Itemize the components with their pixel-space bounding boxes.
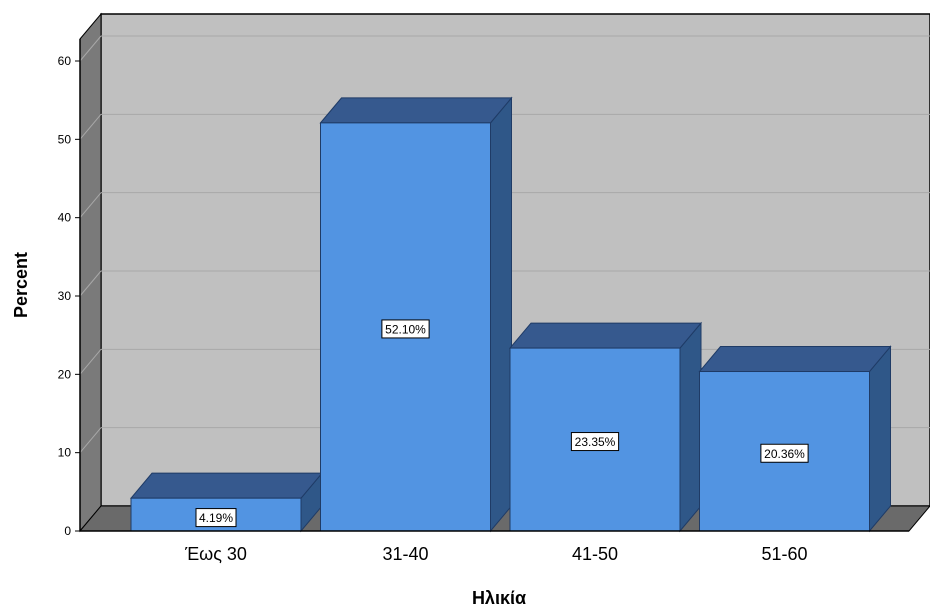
bar: 20.36% [698, 345, 892, 533]
gridline-side [79, 192, 102, 218]
y-tick-label: 20 [58, 367, 72, 381]
x-tick-label: Έως 30 [184, 544, 247, 564]
y-tick-label: 0 [64, 524, 71, 538]
y-tick-label: 50 [58, 132, 72, 146]
y-axis-title: Percent [11, 252, 31, 318]
x-axis-title: Ηλικία [472, 588, 526, 608]
gridline-side [79, 427, 102, 453]
gridline-side [79, 270, 102, 297]
data-label: 23.35% [575, 435, 616, 449]
bar-side [490, 96, 512, 533]
data-label: 52.10% [385, 322, 426, 336]
bar-top [319, 97, 513, 124]
gridline-side [79, 114, 102, 140]
y-tick-label: 30 [58, 289, 72, 303]
bar-top [698, 346, 892, 373]
bar-side [679, 321, 702, 533]
gridline-side [79, 35, 102, 62]
x-tick-label: 41-50 [572, 544, 618, 564]
data-label-box [570, 432, 620, 452]
x-tick-label: 31-40 [382, 544, 428, 564]
bar: 52.10% [319, 96, 513, 533]
plot-left-wall [79, 12, 102, 533]
data-label-box [760, 443, 809, 463]
y-axis: 0 10 20 30 40 50 60 [58, 39, 81, 538]
data-label: 4.19% [199, 511, 233, 525]
y-tick-label: 40 [58, 211, 72, 225]
bars: 4.19% 52.10% 23.35% 20.36% [129, 96, 892, 533]
bar: 4.19% [129, 471, 324, 533]
y-tick-label: 60 [58, 54, 72, 68]
data-label-box [381, 319, 430, 339]
y-tick-label: 10 [58, 446, 72, 460]
x-tick-label: 51-60 [761, 544, 807, 564]
x-axis: Έως 30 31-40 41-50 51-60 [80, 530, 909, 564]
bar: 23.35% [508, 321, 703, 533]
data-label: 20.36% [764, 447, 805, 461]
bar-top [129, 472, 324, 499]
bar-side [869, 345, 891, 533]
data-label-box [195, 508, 237, 528]
gridline-side [79, 349, 102, 375]
bar-top [508, 322, 703, 349]
